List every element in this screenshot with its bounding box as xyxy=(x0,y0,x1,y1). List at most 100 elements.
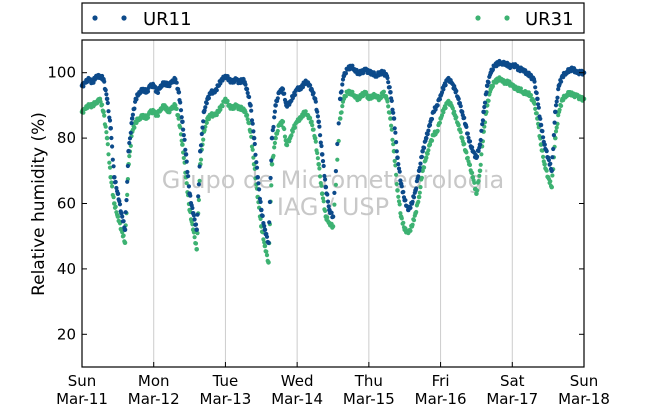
point-ur31-68-2 xyxy=(325,215,330,220)
point-ur11-87-4 xyxy=(398,178,403,183)
point-ur11-84-1 xyxy=(385,75,390,81)
point-ur31-130 xyxy=(549,184,554,190)
point-ur11-67 xyxy=(319,152,325,157)
point-ur31-51-2 xyxy=(264,249,269,254)
point-ur31-88-3 xyxy=(401,220,406,225)
point-ur11-130-4 xyxy=(552,120,557,125)
point-ur11-47-4 xyxy=(251,129,256,134)
point-ur11-72-3 xyxy=(343,71,348,76)
point-ur11-52-3 xyxy=(268,175,273,181)
point-ur11-20-2 xyxy=(153,84,158,89)
point-ur31-87-1 xyxy=(396,194,401,199)
x-tick-date-6: Mar-17 xyxy=(486,390,538,408)
point-ur31-83-1 xyxy=(381,89,386,94)
x-tick-date-1: Mar-12 xyxy=(128,390,180,408)
point-ur11-33-2 xyxy=(199,131,204,137)
point-ur11-59-2 xyxy=(292,92,298,97)
point-ur11-7 xyxy=(104,96,110,102)
point-ur11-93-4 xyxy=(419,154,424,159)
point-ur11-63-3 xyxy=(308,83,313,88)
point-ur11-71 xyxy=(337,96,343,102)
point-ur11-34-2 xyxy=(203,105,208,110)
point-ur31-66-4 xyxy=(319,183,324,188)
point-ur31-95-2 xyxy=(425,151,430,156)
point-ur11-52-1 xyxy=(267,220,272,225)
point-ur11-70-1 xyxy=(332,190,337,195)
x-tick-date-4: Mar-15 xyxy=(343,390,395,408)
point-ur11-9-2 xyxy=(113,179,118,185)
point-ur31-92-4 xyxy=(416,199,421,204)
point-ur11-68-3 xyxy=(325,199,331,204)
point-ur11-8-1 xyxy=(109,135,114,141)
point-ur11-94-2 xyxy=(422,145,427,150)
point-ur11-29 xyxy=(183,152,189,157)
point-ur31-71 xyxy=(337,116,343,121)
point-ur31-11-3 xyxy=(121,233,126,238)
point-ur31-6-3 xyxy=(103,124,108,129)
point-ur31-86-3 xyxy=(394,172,399,177)
legend-dot-ur31-a xyxy=(475,15,481,21)
point-ur31-94-2 xyxy=(422,165,427,170)
point-ur11-9 xyxy=(112,175,117,180)
point-ur11-51 xyxy=(262,227,268,232)
point-ur11-31-1 xyxy=(191,213,196,218)
point-ur31-67-2 xyxy=(321,199,326,204)
series-layer xyxy=(79,58,587,265)
point-ur11-126-1 xyxy=(536,102,541,107)
point-ur11-86-3 xyxy=(394,140,399,145)
point-ur31-8 xyxy=(108,175,113,180)
y-tick-label-2: 60 xyxy=(57,195,76,213)
point-ur31-8-2 xyxy=(110,184,115,189)
point-ur11-84-4 xyxy=(387,85,392,90)
point-ur31-31-2 xyxy=(192,235,197,240)
point-ur31-129-3 xyxy=(548,179,553,184)
point-ur11-53-4 xyxy=(272,109,277,114)
point-ur31-56-2 xyxy=(282,126,287,132)
point-ur11-67-2 xyxy=(321,163,326,169)
point-ur31-14-3 xyxy=(132,125,137,130)
point-ur31-127 xyxy=(538,142,544,147)
point-ur11-56-2 xyxy=(282,91,287,96)
point-ur31-95-3 xyxy=(426,148,431,153)
point-ur11-95-3 xyxy=(426,128,431,133)
point-ur31-32 xyxy=(194,247,199,252)
y-axis-ticks: 20 40 60 80 100 xyxy=(47,64,584,343)
legend-label-ur11: UR11 xyxy=(143,9,192,30)
point-ur31-82-2 xyxy=(378,95,384,101)
point-ur31-63-3 xyxy=(308,115,313,121)
point-ur11-87 xyxy=(395,155,400,160)
point-ur31-21-1 xyxy=(155,113,161,118)
point-ur31-31-1 xyxy=(191,230,196,235)
point-ur11-53-2 xyxy=(271,124,276,130)
point-ur31-31-4 xyxy=(193,241,199,246)
point-ur11-127-2 xyxy=(540,129,545,134)
point-ur11-27-4 xyxy=(179,115,184,120)
point-ur11-46-3 xyxy=(247,94,252,100)
point-ur11-112-2 xyxy=(486,80,491,85)
point-ur11-10-3 xyxy=(117,202,123,207)
point-ur31-110 xyxy=(477,168,483,174)
point-ur11-7-2 xyxy=(106,109,111,114)
y-tick-label-3: 80 xyxy=(57,129,76,147)
point-ur31-6-4 xyxy=(104,130,109,135)
point-ur31-53 xyxy=(269,162,275,167)
x-tick-day-5: Fri xyxy=(432,372,450,390)
point-ur31-56-3 xyxy=(282,134,288,139)
point-ur11-52-2 xyxy=(267,199,272,205)
point-ur11-125-1 xyxy=(532,79,537,84)
point-ur31-12 xyxy=(122,240,128,245)
point-ur31-121-2 xyxy=(518,86,524,91)
vertical-gridlines xyxy=(153,40,513,367)
point-ur31-70 xyxy=(330,224,336,229)
point-ur31-10 xyxy=(115,214,121,219)
point-ur11-64-3 xyxy=(311,90,316,96)
point-ur11-47-1 xyxy=(249,108,254,113)
point-ur31-91-3 xyxy=(411,218,417,223)
point-ur31-52 xyxy=(266,260,271,265)
point-ur11-68-4 xyxy=(326,204,331,209)
point-ur11-110-1 xyxy=(478,137,483,143)
point-ur11-54-3 xyxy=(275,96,280,101)
point-ur11-67-1 xyxy=(320,159,326,164)
point-ur11-65-3 xyxy=(315,109,320,114)
point-ur31-112-2 xyxy=(486,98,491,103)
